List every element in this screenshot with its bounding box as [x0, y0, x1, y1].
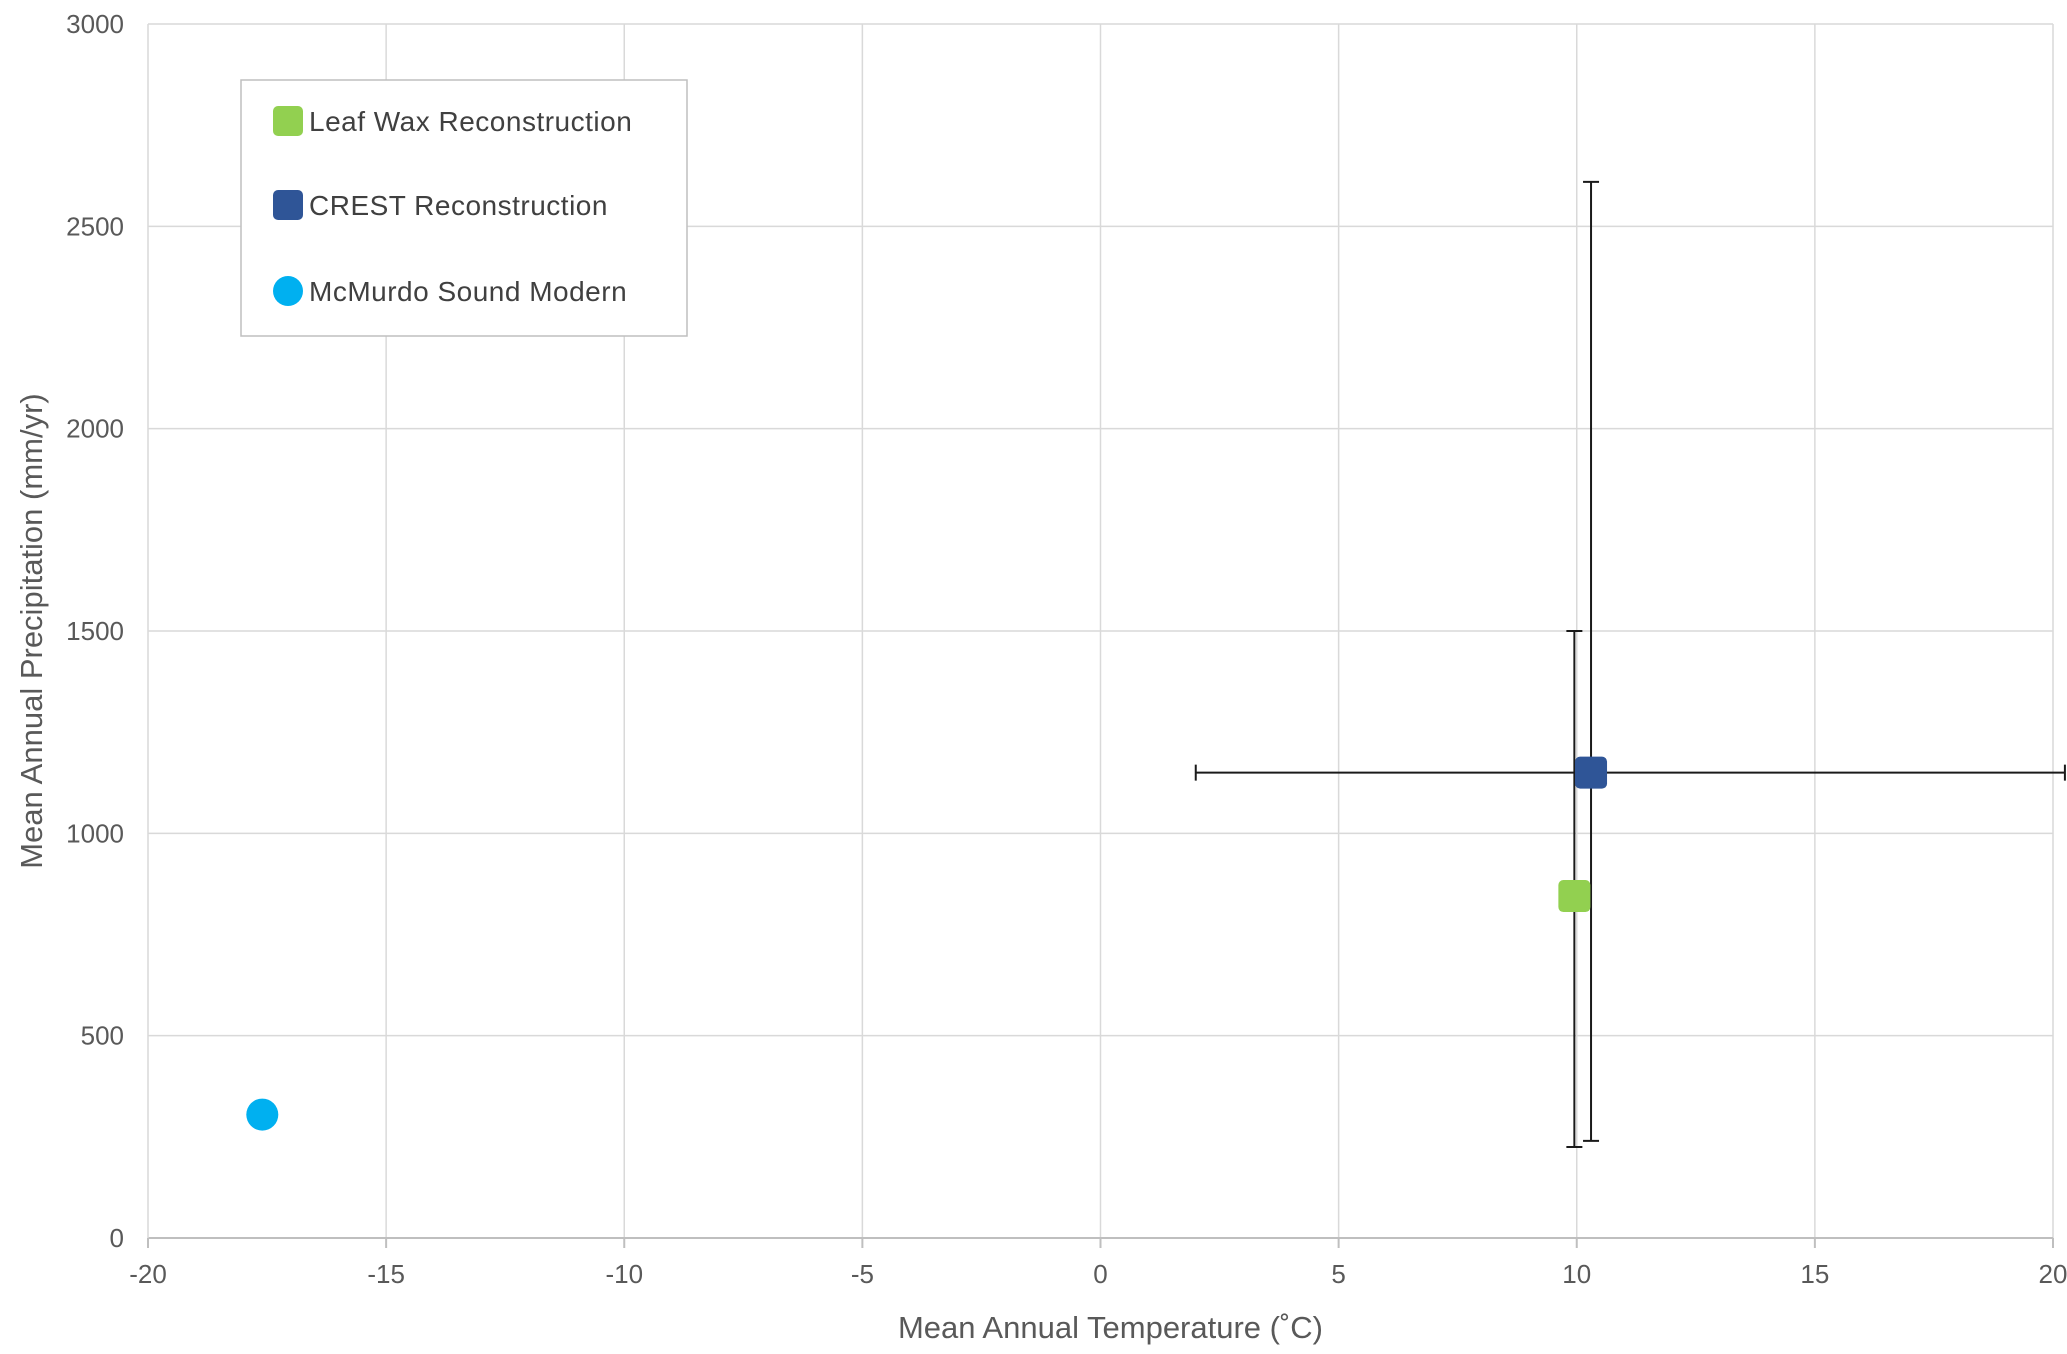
- x-tick-label: -20: [129, 1259, 167, 1289]
- x-tick-label: 15: [1800, 1259, 1829, 1289]
- y-axis-title: Mean Annual Precipitation (mm/yr): [14, 393, 49, 869]
- legend-label: McMurdo Sound Modern: [309, 276, 627, 307]
- error-bars: [1194, 180, 2066, 1148]
- y-tick-label: 2000: [66, 414, 124, 444]
- horizontal-gridlines: [148, 23, 2053, 1037]
- legend-marker: [273, 276, 303, 306]
- data-point: [246, 1098, 279, 1131]
- x-tick-label: -10: [605, 1259, 643, 1289]
- legend-items: Leaf Wax Reconstruction CREST Reconstruct…: [273, 106, 632, 307]
- y-tick-label: 2500: [66, 211, 124, 241]
- x-tick-label: -15: [367, 1259, 405, 1289]
- legend: Leaf Wax Reconstruction CREST Reconstruct…: [240, 79, 688, 337]
- legend-label: CREST Reconstruction: [309, 190, 608, 221]
- y-tick-label: 1500: [66, 616, 124, 646]
- x-tick-label: -5: [851, 1259, 874, 1289]
- y-tick-label: 0: [110, 1223, 124, 1253]
- x-tick-label: 20: [2039, 1259, 2067, 1289]
- x-tick-label: 0: [1093, 1259, 1107, 1289]
- x-axis-title: Mean Annual Temperature (˚C): [898, 1310, 1323, 1345]
- y-tick-label: 500: [81, 1021, 124, 1051]
- legend-label: Leaf Wax Reconstruction: [309, 106, 632, 137]
- legend-marker: [273, 106, 303, 136]
- legend-marker: [273, 190, 303, 220]
- y-tick-label: 3000: [66, 9, 124, 39]
- legend-box: [240, 79, 688, 337]
- x-tick-labels: -20 -15 -10 -5 0 5 10 15 20: [129, 1259, 2067, 1289]
- data-point: [1558, 880, 1591, 913]
- x-tick-label: 10: [1562, 1259, 1591, 1289]
- data-points: [246, 756, 1608, 1131]
- y-tick-labels: 0 500 1000 1500 2000 2500 3000: [66, 9, 124, 1253]
- axes: [147, 24, 2054, 1248]
- y-tick-label: 1000: [66, 818, 124, 848]
- x-tick-label: 5: [1331, 1259, 1345, 1289]
- data-point: [1575, 756, 1608, 789]
